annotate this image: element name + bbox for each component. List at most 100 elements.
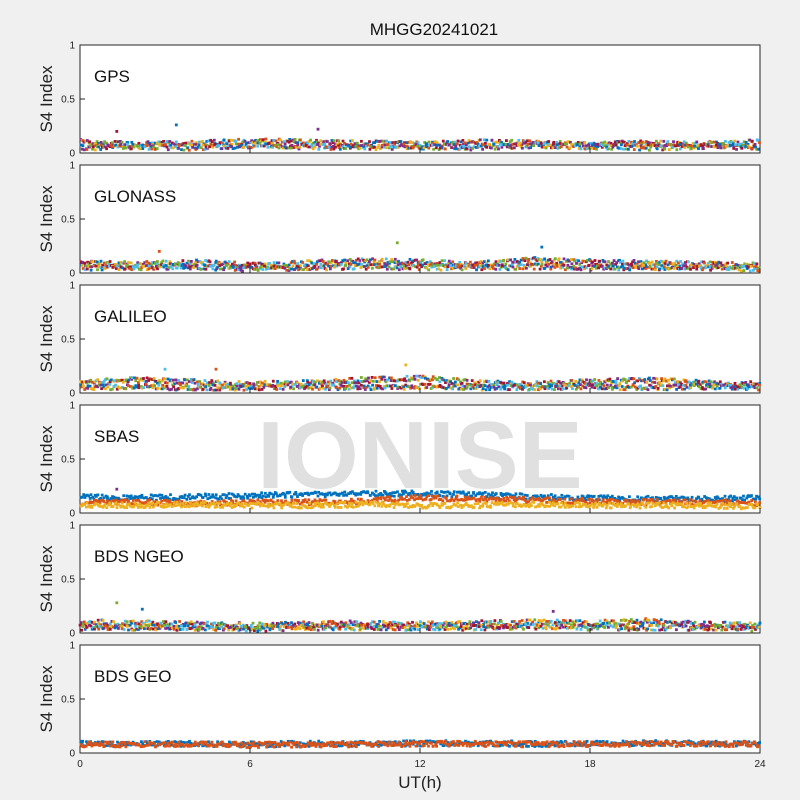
data-point — [190, 144, 194, 147]
data-point — [682, 378, 686, 382]
data-point — [272, 387, 276, 390]
data-point — [397, 268, 401, 272]
data-point — [756, 503, 759, 506]
data-point — [443, 502, 447, 505]
data-point — [355, 381, 359, 385]
data-point — [290, 267, 293, 271]
data-point — [657, 496, 660, 500]
data-point — [462, 504, 465, 508]
data-point — [559, 145, 563, 149]
data-point — [527, 258, 530, 261]
data-point — [248, 262, 252, 266]
data-point — [601, 382, 604, 386]
data-point — [283, 493, 287, 497]
data-point — [175, 266, 179, 270]
data-point — [382, 375, 386, 379]
data-point — [621, 502, 625, 505]
data-point — [714, 264, 718, 268]
data-point — [435, 264, 439, 267]
data-point — [332, 145, 335, 148]
y-tick-label: 0.5 — [61, 455, 75, 466]
data-point — [349, 621, 353, 625]
data-point — [218, 141, 222, 145]
data-point — [695, 145, 699, 149]
data-point — [320, 383, 324, 387]
data-point — [496, 379, 500, 383]
data-point — [463, 385, 467, 388]
data-point — [152, 145, 156, 149]
data-point — [254, 494, 257, 498]
data-point — [218, 267, 222, 271]
data-point — [454, 380, 457, 384]
data-point — [363, 388, 367, 391]
data-point — [430, 494, 434, 498]
data-point — [313, 141, 317, 144]
data-point — [517, 143, 520, 147]
data-point — [151, 620, 155, 624]
data-point — [290, 496, 294, 499]
data-point — [289, 139, 293, 143]
data-point — [511, 494, 514, 498]
data-point — [524, 385, 528, 389]
data-point — [108, 380, 112, 384]
data-point — [413, 504, 417, 508]
data-point — [542, 144, 545, 147]
data-point — [258, 493, 262, 497]
data-point — [344, 387, 347, 390]
data-point — [243, 502, 247, 505]
data-point — [417, 387, 421, 391]
scatter-points — [78, 601, 762, 633]
data-point — [369, 263, 373, 266]
data-point — [360, 144, 363, 147]
data-point — [207, 505, 211, 509]
data-point — [316, 379, 319, 383]
data-point — [707, 498, 711, 502]
data-point — [202, 383, 206, 387]
data-point — [603, 260, 607, 264]
data-point — [179, 381, 183, 385]
data-point — [592, 141, 596, 145]
data-point — [609, 141, 613, 145]
data-point — [424, 376, 427, 380]
data-point — [427, 264, 431, 268]
data-point — [549, 267, 553, 271]
data-point — [498, 499, 501, 503]
data-point — [226, 502, 230, 506]
data-point — [168, 388, 172, 392]
data-point — [741, 501, 745, 504]
data-point — [587, 505, 591, 509]
data-point — [165, 385, 169, 388]
data-point — [131, 619, 135, 623]
data-point — [293, 144, 297, 148]
scatter-points — [79, 487, 762, 511]
data-point — [401, 262, 405, 266]
data-point — [667, 382, 671, 386]
data-point — [479, 383, 483, 387]
data-point — [743, 506, 747, 510]
data-point — [221, 383, 224, 387]
data-point — [404, 261, 408, 264]
data-point — [190, 260, 193, 263]
data-point — [332, 147, 336, 151]
data-point — [317, 147, 321, 151]
data-point — [410, 144, 414, 148]
data-point — [311, 491, 315, 495]
data-point — [263, 262, 267, 266]
data-point — [94, 264, 98, 268]
data-point — [315, 267, 319, 271]
data-point — [254, 387, 257, 391]
data-point — [144, 496, 148, 499]
data-point — [231, 147, 235, 150]
data-point — [449, 386, 453, 390]
data-point — [605, 145, 608, 149]
data-point — [286, 139, 289, 143]
data-point — [413, 377, 417, 381]
data-point — [344, 261, 348, 265]
data-point — [697, 385, 701, 389]
data-point — [84, 386, 88, 390]
data-point — [275, 261, 279, 265]
data-point — [282, 503, 286, 507]
data-point — [445, 143, 448, 146]
data-point — [550, 384, 554, 388]
